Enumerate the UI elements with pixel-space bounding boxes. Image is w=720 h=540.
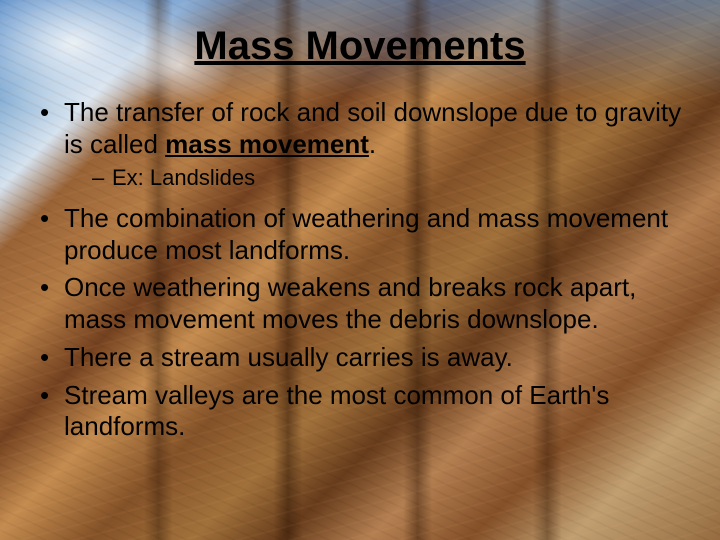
bullet-item: There a stream usually carries is away. xyxy=(38,342,690,374)
sub-bullet-item: Ex: Landslides xyxy=(92,164,690,193)
bullet-item: Stream valleys are the most common of Ea… xyxy=(38,380,690,443)
slide-content: Mass Movements The transfer of rock and … xyxy=(0,0,720,469)
bullet-text: There a stream usually carries is away. xyxy=(64,342,513,372)
bullet-text: The combination of weathering and mass m… xyxy=(64,203,668,265)
bullet-item: The transfer of rock and soil downslope … xyxy=(38,97,690,193)
bullet-list: The transfer of rock and soil downslope … xyxy=(30,97,690,443)
bullet-text: Stream valleys are the most common of Ea… xyxy=(64,380,609,442)
bullet-item: The combination of weathering and mass m… xyxy=(38,203,690,266)
slide-title: Mass Movements xyxy=(30,24,690,69)
sub-bullet-list: Ex: Landslides xyxy=(64,164,690,193)
bullet-item: Once weathering weakens and breaks rock … xyxy=(38,272,690,335)
sub-bullet-text: Ex: Landslides xyxy=(112,165,255,190)
bullet-emphasis: mass movement xyxy=(165,129,369,159)
bullet-text: Once weathering weakens and breaks rock … xyxy=(64,272,636,334)
bullet-text-post: . xyxy=(369,129,376,159)
